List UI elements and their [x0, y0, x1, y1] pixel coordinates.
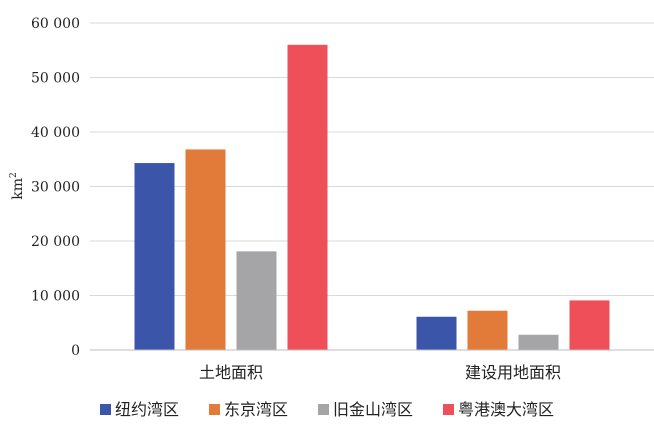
legend-label: 粤港澳大湾区 — [458, 400, 554, 419]
y-axis-label-superscript: 2 — [9, 172, 19, 178]
bar — [236, 251, 277, 350]
legend-label: 纽约湾区 — [115, 400, 179, 419]
legend-swatch — [209, 404, 220, 415]
gridlines — [90, 22, 654, 296]
y-axis-label: km2 — [9, 172, 26, 200]
legend-swatch — [100, 404, 111, 415]
legend-label: 旧金山湾区 — [333, 400, 413, 419]
y-tick-label: 0 — [71, 343, 80, 359]
y-tick-label: 40 000 — [31, 125, 80, 141]
x-axis-ticks: 土地面积 建设用地面积 — [199, 363, 561, 382]
bar — [518, 334, 559, 350]
bar — [134, 163, 175, 350]
legend-swatch — [318, 404, 329, 415]
bar — [185, 149, 226, 350]
y-tick-label: 30 000 — [31, 180, 80, 196]
bar — [569, 300, 610, 350]
x-tick-label: 土地面积 — [199, 363, 263, 382]
y-tick-label: 60 000 — [31, 16, 80, 32]
x-tick-label: 建设用地面积 — [465, 363, 561, 382]
bars — [134, 44, 610, 351]
bar — [416, 316, 457, 350]
bar — [287, 44, 328, 351]
legend: 纽约湾区 东京湾区 旧金山湾区 粤港澳大湾区 — [100, 400, 554, 419]
y-tick-label: 50 000 — [31, 71, 80, 87]
y-axis-ticks: 0 10 000 20 000 30 000 40 000 50 000 60 000 — [31, 16, 80, 359]
legend-swatch — [443, 404, 454, 415]
y-tick-label: 20 000 — [31, 234, 80, 250]
y-axis-label-unit: km — [10, 178, 26, 200]
y-tick-label: 10 000 — [31, 289, 80, 305]
legend-label: 东京湾区 — [224, 400, 288, 419]
bar — [467, 310, 508, 350]
